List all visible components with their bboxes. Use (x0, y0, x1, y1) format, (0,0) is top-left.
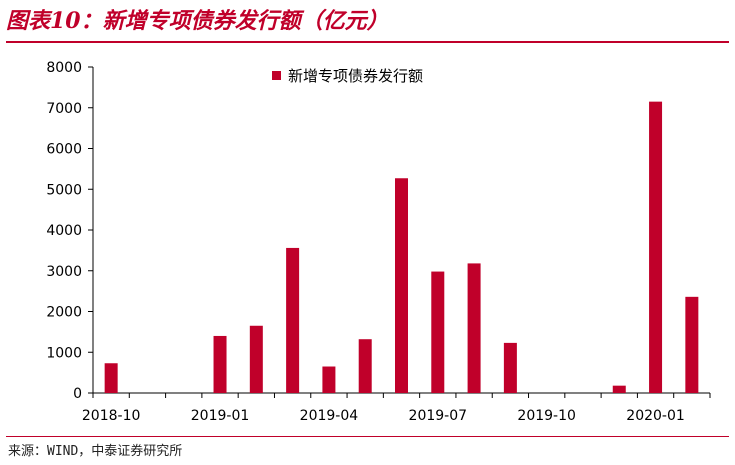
bar-2019-08 (467, 263, 481, 393)
y-tick-label: 1000 (46, 345, 82, 361)
x-tick-label: 2019-07 (409, 408, 468, 424)
y-tick-label: 2000 (46, 305, 82, 321)
y-tick-label: 5000 (46, 182, 82, 198)
x-tick-label: 2019-10 (517, 408, 576, 424)
bar-2019-01 (213, 335, 227, 393)
x-axis: 2018-10 2019-01 2019-04 2019-07 2019-10 2020-… (82, 392, 711, 424)
y-axis: 0 1000 2000 3000 4000 5000 6000 7000 8000 (46, 60, 94, 402)
bar-2018-10 (104, 363, 118, 393)
y-tick-label: 4000 (46, 223, 82, 239)
bar-2020-01 (649, 101, 663, 393)
bar-2019-12 (612, 385, 626, 393)
bar-2019-09 (503, 342, 517, 393)
x-tick-label: 2018-10 (82, 408, 141, 424)
title-divider (6, 41, 729, 43)
bar-2019-03 (286, 247, 300, 393)
y-tick-label: 8000 (46, 60, 82, 76)
y-tick-label: 3000 (46, 264, 82, 280)
y-tick-label: 6000 (46, 142, 82, 158)
bar-2019-05 (358, 339, 372, 393)
bar-2019-07 (431, 271, 445, 393)
bar-chart: 0 1000 2000 3000 4000 5000 6000 7000 8000 2018-1… (46, 60, 711, 424)
legend-label: 新增专项债券发行额 (288, 67, 423, 85)
x-tick-label: 2019-04 (300, 408, 359, 424)
bar-2019-02 (249, 325, 263, 393)
bar-2019-04 (322, 366, 336, 393)
y-tick-label: 7000 (46, 101, 82, 117)
y-tick-label: 0 (73, 386, 82, 402)
legend: 新增专项债券发行额 (272, 67, 423, 85)
source-note: 来源：WIND，中泰证券研究所 (8, 444, 183, 459)
legend-swatch (272, 71, 281, 80)
chart-title: 图表10：新增专项债券发行额（亿元） (6, 8, 389, 34)
bar-2019-06 (395, 178, 408, 393)
footer-divider (6, 436, 729, 437)
x-tick-label: 2020-01 (626, 408, 685, 424)
bars-group (104, 101, 699, 393)
bar-2020-02 (685, 296, 699, 393)
x-tick-label: 2019-01 (191, 408, 250, 424)
